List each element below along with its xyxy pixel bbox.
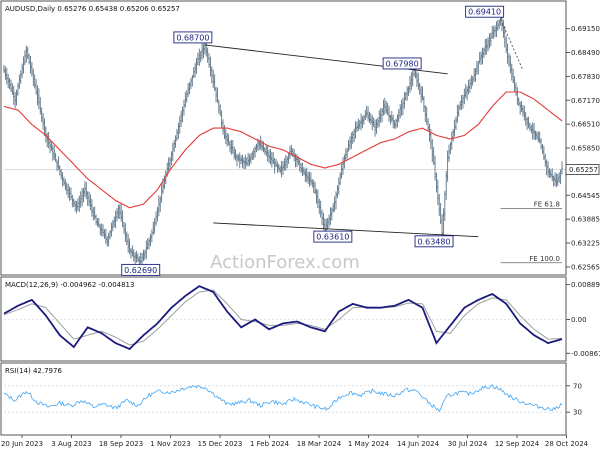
macd-tick-label: 0.00 <box>571 316 587 324</box>
annotation-label-low2: 0.63610 <box>316 233 349 242</box>
annotation-box-low3 <box>414 235 454 248</box>
x-tick-label: 3 Aug 2023 <box>51 440 91 448</box>
macd-lines <box>3 285 563 351</box>
rsi-axis: 70 30 <box>4 382 582 417</box>
macd-axis: 0.008899 0.00 -0.008612 <box>566 281 600 358</box>
x-tick-label: 28 Oct 2024 <box>545 440 589 448</box>
macd-tick-label: 0.008899 <box>571 281 600 289</box>
price-candles <box>3 11 563 270</box>
current-price-tag <box>565 164 600 175</box>
annotation-label-high1: 0.68700 <box>176 33 209 42</box>
label-fe618: FE 61.8 <box>534 200 560 208</box>
annotation-box-mid_high <box>382 57 422 70</box>
price-tick-label: 0.67170 <box>571 97 600 105</box>
annotation-label-mid_high: 0.67980 <box>386 59 419 68</box>
price-tick-label: 0.65850 <box>571 145 600 153</box>
price-tick-label: 0.62565 <box>571 263 600 271</box>
rsi-tick-label: 30 <box>573 409 582 417</box>
annotation-box-high2 <box>465 5 505 18</box>
x-tick-label: 14 Jun 2024 <box>397 440 440 448</box>
rsi-line <box>3 384 563 413</box>
annotation-label-low1: 0.62690 <box>124 266 157 275</box>
x-tick-label: 20 Jun 2023 <box>1 440 43 448</box>
annotation-box-low2 <box>313 230 353 243</box>
moving-average-line <box>3 91 563 209</box>
price-tick-label: 0.64545 <box>571 192 600 200</box>
dashed-projection-line <box>500 19 524 71</box>
price-annotations: 0.68700 0.62690 0.67980 0.63610 0.63480 0.694… <box>121 5 560 276</box>
annotation-label-high2: 0.69410 <box>468 8 501 17</box>
annotation-box-high1 <box>173 31 213 44</box>
rsi-lines <box>3 384 563 413</box>
price-tick-label: 0.66510 <box>571 121 600 129</box>
x-tick-label: 12 Sep 2024 <box>495 440 540 448</box>
x-tick-label: 18 Mar 2024 <box>297 440 342 448</box>
watermark: ActionForex.com <box>210 252 360 273</box>
lower-trend-line <box>213 222 479 238</box>
label-fe100: FE 100.0 <box>529 255 560 263</box>
macd-tick-label: -0.008612 <box>571 350 600 358</box>
price-tick-label: 0.68490 <box>571 49 600 57</box>
rsi-panel-frame <box>0 362 567 436</box>
macd-main-line <box>3 285 563 351</box>
x-tick-label: 1 Feb 2024 <box>250 440 290 448</box>
x-tick-label: 15 Dec 2023 <box>198 440 243 448</box>
x-tick-label: 30 Jul 2024 <box>448 440 488 448</box>
price-panel-title: AUDUSD,Daily 0.65276 0.65438 0.65206 0.6… <box>5 5 180 13</box>
macd-signal-line <box>3 289 563 346</box>
price-axis: 0.69150 0.68490 0.67830 0.67170 0.66510 0.658… <box>4 25 600 271</box>
macd-panel-title: MACD(12,26,9) -0.004962 -0.004813 <box>5 281 134 289</box>
price-tick-label: 0.67830 <box>571 73 600 81</box>
annotation-label-low3: 0.63480 <box>417 237 450 246</box>
price-tick-label: 0.63885 <box>571 216 600 224</box>
price-tick-label: 0.69150 <box>571 25 600 33</box>
x-tick-label: 18 Sep 2023 <box>99 440 143 448</box>
x-tick-label: 1 May 2024 <box>348 440 390 448</box>
annotation-box-low1 <box>121 263 161 276</box>
price-tick-label: 0.63225 <box>571 240 600 248</box>
price-panel-frame <box>0 0 567 276</box>
rsi-tick-label: 70 <box>573 382 582 390</box>
rsi-panel-title: RSI(14) 42.7976 <box>5 367 62 375</box>
x-axis: 20 Jun 2023 3 Aug 2023 18 Sep 2023 1 Nov 20… <box>1 435 589 448</box>
x-tick-label: 1 Nov 2023 <box>150 440 190 448</box>
current-price-label: 0.65257 <box>569 166 598 174</box>
